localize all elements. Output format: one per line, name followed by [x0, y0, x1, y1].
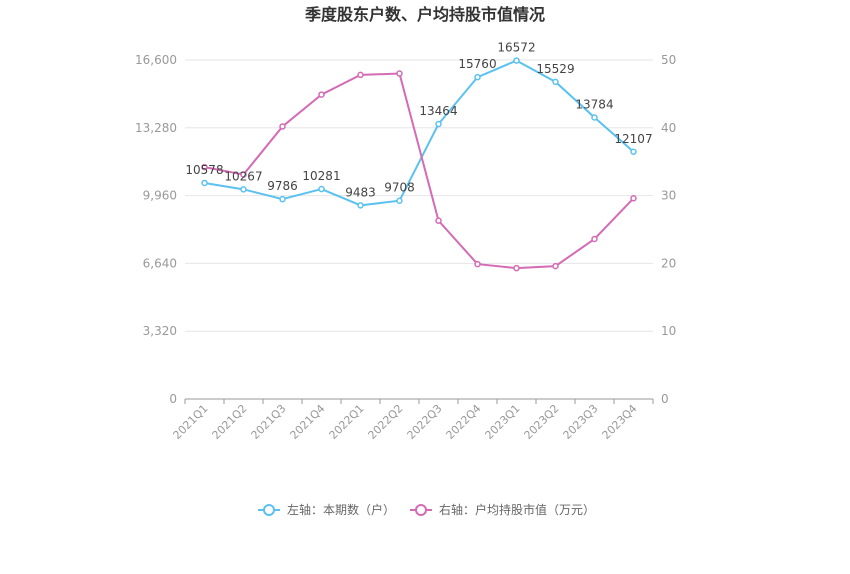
- series-2-point[interactable]: [630, 195, 637, 202]
- left-tick-label: 6,640: [143, 256, 177, 270]
- grid: [185, 59, 653, 332]
- x-tick-label: 2023Q1: [483, 402, 523, 442]
- data-label: 12107: [614, 132, 652, 146]
- series-1-point[interactable]: [513, 57, 520, 64]
- data-label: 13464: [419, 104, 457, 118]
- data-label: 15760: [458, 57, 496, 71]
- series-1-point[interactable]: [630, 148, 637, 156]
- series-1-point[interactable]: [435, 120, 442, 128]
- data-label: 9708: [384, 181, 415, 195]
- x-tick-label: 2022Q4: [444, 402, 484, 442]
- left-tick-label: 9,960: [143, 189, 177, 203]
- x-tick-label: 2021Q3: [249, 402, 289, 442]
- x-tick-label: 2021Q1: [171, 402, 211, 442]
- series-1-point[interactable]: [240, 186, 247, 193]
- data-label: 10267: [224, 169, 262, 183]
- x-tick-label: 2022Q2: [366, 402, 406, 442]
- series-1-point[interactable]: [357, 202, 364, 209]
- series-1-point[interactable]: [201, 179, 208, 187]
- x-tick-label: 2023Q2: [522, 402, 562, 442]
- legend-label-1[interactable]: 左轴：本期数（户）: [287, 502, 395, 517]
- x-tick-label: 2022Q1: [327, 402, 367, 442]
- series-2-point[interactable]: [357, 71, 364, 79]
- chart-title: 季度股东户数、户均持股市值情况: [304, 5, 545, 24]
- series-2-point[interactable]: [240, 171, 247, 178]
- right-tick-label: 10: [661, 324, 676, 338]
- x-tick-label: 2021Q2: [210, 402, 250, 442]
- left-tick-label: 0: [169, 392, 177, 406]
- right-tick-label: 50: [661, 53, 676, 67]
- x-tick-label: 2021Q4: [288, 402, 328, 442]
- series-1-point[interactable]: [279, 195, 286, 203]
- left-tick-label: 13,280: [135, 121, 177, 135]
- series-line-1: [204, 59, 635, 207]
- series-1-point[interactable]: [474, 73, 481, 81]
- series-2-point[interactable]: [591, 235, 598, 243]
- data-label: 10281: [302, 169, 340, 183]
- series-1-point[interactable]: [396, 197, 403, 204]
- data-label: 9483: [345, 185, 376, 199]
- right-tick-label: 40: [661, 121, 676, 135]
- series-2-point[interactable]: [201, 163, 208, 171]
- series-2-point[interactable]: [396, 70, 403, 77]
- series-line-2: [204, 72, 635, 270]
- series-2-point[interactable]: [474, 260, 481, 268]
- x-tick-label: 2023Q4: [600, 402, 640, 442]
- series-2-point[interactable]: [318, 91, 325, 98]
- left-tick-label: 3,320: [143, 324, 177, 338]
- data-label: 15529: [536, 62, 574, 76]
- series-2-point[interactable]: [552, 262, 559, 270]
- series-2-point[interactable]: [513, 264, 520, 272]
- legend[interactable]: 左轴：本期数（户） 右轴：户均持股市值（万元）: [258, 502, 595, 517]
- right-tick-label: 30: [661, 189, 676, 203]
- data-label: 16572: [497, 41, 535, 55]
- data-label: 13784: [575, 98, 613, 112]
- series-1-point[interactable]: [591, 114, 598, 121]
- x-tick-label: 2022Q3: [405, 402, 445, 442]
- x-tick-label: 2023Q3: [561, 402, 601, 442]
- right-tick-label: 20: [661, 256, 676, 270]
- legend-marker-1[interactable]: [263, 504, 275, 516]
- right-tick-label: 0: [661, 392, 669, 406]
- data-labels: 10578 10267 9786 10281 9483 9708 13464 15760165…: [185, 41, 652, 200]
- legend-marker-2[interactable]: [415, 504, 427, 516]
- legend-label-2[interactable]: 右轴：户均持股市值（万元）: [439, 502, 595, 517]
- series-2-point[interactable]: [435, 217, 442, 224]
- series-1-point[interactable]: [318, 185, 325, 193]
- left-tick-label: 16,600: [135, 53, 177, 67]
- series-2-point[interactable]: [279, 123, 286, 130]
- data-label: 9786: [267, 179, 298, 193]
- series-1-point[interactable]: [552, 78, 559, 86]
- data-label: 10578: [185, 163, 223, 177]
- series: [201, 57, 637, 272]
